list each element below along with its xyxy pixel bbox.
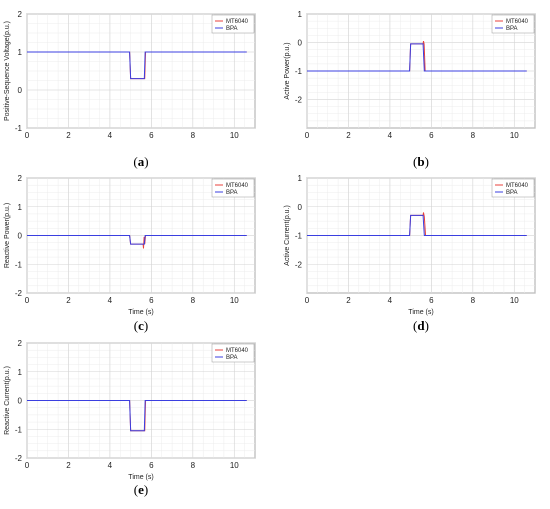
legend-entry: MT6040 [226, 19, 249, 25]
chart-panel-d: 0 2 4 6 8 10 -2 -1 0 1 Time (s) Active Current(p.u.… [284, 174, 536, 333]
x-tick-label: 10 [230, 461, 239, 470]
y-axis-label: Positive-Sequence Voltage(p.u.) [4, 21, 11, 121]
y-tick-label: -2 [15, 289, 23, 298]
x-tick-label: 10 [230, 131, 239, 140]
x-tick-label: 0 [305, 131, 310, 140]
y-tick-label: -1 [295, 232, 303, 241]
legend-entry: BPA [506, 190, 518, 196]
y-tick-label: 0 [18, 232, 23, 241]
x-tick-label: 8 [471, 131, 476, 140]
y-tick-label: 1 [18, 203, 23, 212]
legend-entry: MT6040 [226, 348, 249, 354]
x-tick-label: 6 [429, 296, 434, 305]
x-tick-label: 10 [510, 131, 519, 140]
y-axis-label: Active Current(p.u.) [284, 205, 291, 266]
x-tick-label: 2 [346, 131, 351, 140]
y-tick-label: 1 [298, 10, 303, 19]
x-tick-label: 4 [388, 296, 393, 305]
x-tick-label: 0 [25, 131, 30, 140]
legend-entry: MT6040 [226, 183, 249, 189]
y-tick-label: 0 [298, 39, 303, 48]
y-tick-label: -1 [295, 67, 303, 76]
x-tick-label: 4 [108, 296, 113, 305]
chart-panel-b: 0 2 4 6 8 10 -2 -1 0 1 Active Power(p.u.) MT6040BPA… [284, 10, 536, 169]
legend-entry: BPA [226, 190, 238, 196]
series-line-bpa [27, 235, 247, 245]
x-tick-label: 8 [191, 461, 196, 470]
x-tick-label: 6 [149, 461, 154, 470]
panel-caption: (b) [413, 154, 429, 169]
y-axis-label: Reactive Power(p.u.) [4, 203, 11, 268]
y-tick-label: 1 [298, 174, 303, 183]
x-tick-label: 6 [149, 131, 154, 140]
x-tick-label: 0 [305, 296, 310, 305]
panel-caption: (e) [134, 482, 148, 497]
panel-caption: (d) [413, 318, 429, 333]
x-tick-label: 4 [388, 131, 393, 140]
legend-entry: MT6040 [506, 19, 529, 25]
x-axis-label: Time (s) [128, 474, 153, 481]
legend-entry: BPA [226, 355, 238, 361]
y-tick-label: -2 [295, 96, 303, 105]
y-axis-label: Active Power(p.u.) [284, 42, 291, 99]
x-tick-label: 8 [191, 296, 196, 305]
y-tick-label: 0 [298, 203, 303, 212]
legend-entry: BPA [506, 26, 518, 32]
y-tick-label: 1 [18, 368, 23, 377]
x-axis-label: Time (s) [128, 309, 153, 316]
y-tick-label: 2 [18, 174, 23, 183]
y-tick-label: -2 [15, 454, 23, 463]
x-tick-label: 6 [429, 131, 434, 140]
legend-entry: MT6040 [506, 183, 529, 189]
chart-panel-c: 0 2 4 6 8 10 -2 -1 0 1 2 Time (s) Reactive Power(p.u… [4, 174, 256, 333]
x-axis-label: Time (s) [408, 309, 433, 316]
y-tick-label: 2 [18, 339, 23, 348]
panel-caption: (a) [133, 154, 148, 169]
x-tick-label: 10 [510, 296, 519, 305]
x-tick-label: 2 [66, 131, 71, 140]
x-tick-label: 8 [191, 131, 196, 140]
y-axis-label: Reactive Current(p.u.) [4, 366, 11, 435]
series-line-bpa [307, 43, 527, 72]
x-tick-label: 2 [66, 461, 71, 470]
x-tick-label: 4 [108, 131, 113, 140]
chart-panel-e: 0 2 4 6 8 10 -2 -1 0 1 2 Time (s) Reactive Current(p… [4, 339, 256, 497]
x-tick-label: 4 [108, 461, 113, 470]
y-tick-label: 0 [18, 397, 23, 406]
series-line-bpa [27, 400, 247, 432]
y-tick-label: -2 [295, 260, 303, 269]
series-line-bpa [307, 214, 527, 236]
y-tick-label: 0 [18, 86, 23, 95]
y-tick-label: 1 [18, 48, 23, 57]
x-tick-label: 2 [346, 296, 351, 305]
y-tick-label: -1 [15, 124, 23, 133]
series-line-bpa [27, 51, 247, 80]
y-tick-label: -1 [15, 425, 23, 434]
y-tick-label: -1 [15, 260, 23, 269]
legend-entry: BPA [226, 26, 238, 32]
y-tick-label: 2 [18, 10, 23, 19]
x-tick-label: 0 [25, 461, 30, 470]
x-tick-label: 6 [149, 296, 154, 305]
x-tick-label: 2 [66, 296, 71, 305]
x-tick-label: 8 [471, 296, 476, 305]
panel-caption: (c) [134, 318, 148, 333]
x-tick-label: 10 [230, 296, 239, 305]
x-tick-label: 0 [25, 296, 30, 305]
